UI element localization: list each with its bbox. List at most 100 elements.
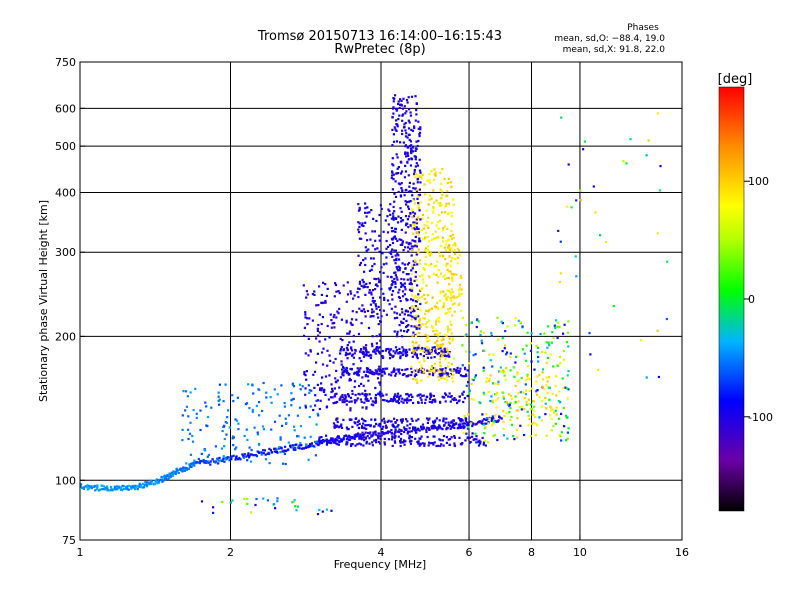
data-point [386, 275, 389, 278]
data-point [535, 422, 538, 426]
data-point [446, 379, 449, 382]
data-point [303, 334, 306, 337]
data-point [537, 360, 540, 363]
data-point [366, 393, 369, 396]
data-point [348, 438, 352, 441]
data-point [371, 230, 374, 233]
data-point [248, 454, 251, 457]
data-point [393, 437, 396, 440]
data-point [440, 182, 443, 185]
data-point [431, 424, 434, 428]
data-point [348, 379, 351, 382]
data-point [360, 434, 363, 437]
data-point [526, 410, 529, 413]
data-point [394, 305, 397, 308]
data-point [390, 283, 393, 287]
data-point [197, 461, 200, 464]
data-point [316, 412, 319, 415]
data-point [179, 467, 182, 470]
data-point [138, 485, 141, 489]
data-point [232, 454, 235, 457]
data-point [550, 417, 553, 420]
data-point [407, 174, 410, 177]
data-point [474, 374, 477, 377]
data-point [405, 348, 408, 351]
data-point [460, 276, 463, 280]
data-point [430, 401, 433, 404]
data-point [316, 513, 320, 516]
data-point [191, 462, 194, 465]
data-point [404, 200, 407, 203]
data-point [366, 434, 369, 438]
data-point [551, 331, 554, 334]
data-point [400, 220, 403, 223]
data-point [452, 422, 455, 425]
data-point [377, 436, 380, 439]
data-point [447, 341, 451, 344]
data-point [432, 443, 435, 446]
data-point [291, 501, 294, 504]
data-point [403, 313, 406, 316]
data-point [415, 419, 418, 422]
data-point [441, 428, 444, 431]
data-point [462, 422, 465, 425]
data-point [408, 427, 411, 430]
data-point [313, 386, 316, 389]
data-point [217, 459, 220, 462]
data-point [398, 372, 401, 375]
data-point [393, 432, 396, 435]
data-point [414, 349, 417, 352]
data-point [428, 339, 431, 342]
data-point [256, 431, 259, 434]
data-point [391, 248, 394, 251]
y-tick-label: 400 [55, 186, 76, 199]
data-point [436, 306, 439, 309]
data-point [408, 108, 411, 111]
data-point [224, 457, 227, 460]
data-point [391, 436, 394, 439]
data-point [435, 444, 438, 448]
data-point [393, 192, 396, 195]
data-point [185, 390, 188, 393]
data-point [361, 406, 364, 409]
data-point [390, 293, 394, 296]
data-point [481, 413, 484, 416]
data-point [425, 352, 428, 355]
data-point [517, 319, 520, 322]
data-point [304, 406, 307, 409]
data-point [544, 351, 547, 354]
data-point [356, 372, 359, 376]
data-point [495, 399, 498, 402]
data-point [330, 326, 333, 329]
data-point [453, 436, 456, 439]
data-point [333, 321, 336, 325]
data-point [321, 301, 324, 305]
data-point [227, 456, 230, 459]
data-point [411, 150, 415, 153]
data-point [527, 402, 530, 406]
data-point [331, 396, 334, 399]
data-point [338, 398, 341, 401]
data-point [428, 173, 431, 176]
data-point [397, 102, 400, 106]
data-point [430, 356, 433, 359]
data-point [380, 434, 383, 437]
data-point [437, 375, 440, 378]
data-point [398, 269, 401, 272]
data-point [343, 435, 346, 438]
data-point [417, 139, 420, 143]
data-point [410, 318, 413, 321]
data-point [404, 310, 407, 313]
data-point [575, 275, 578, 278]
data-point [545, 407, 548, 410]
data-point [366, 309, 370, 313]
data-point [388, 357, 392, 360]
data-point [368, 289, 371, 292]
data-point [410, 157, 413, 160]
data-point [344, 397, 347, 401]
data-point [430, 427, 433, 430]
data-point [557, 400, 560, 403]
data-point [433, 421, 436, 424]
data-point [284, 417, 287, 420]
data-point [413, 202, 416, 205]
